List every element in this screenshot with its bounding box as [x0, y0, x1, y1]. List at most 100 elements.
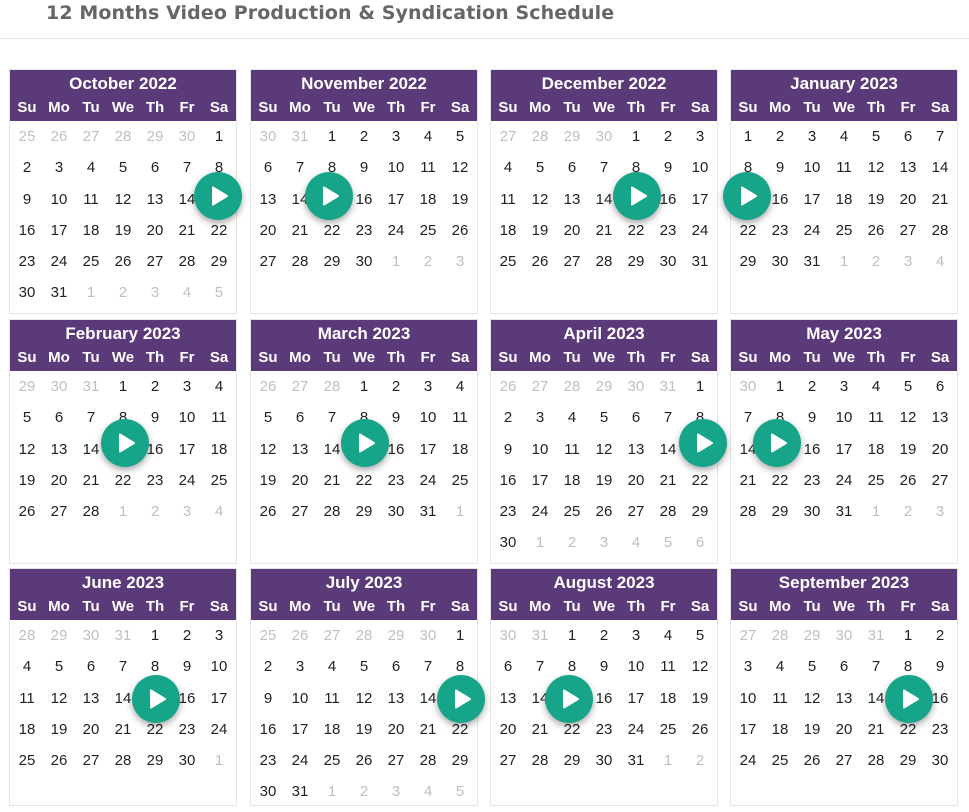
- day-cell: 31: [627, 752, 645, 770]
- day-cell: 5: [535, 159, 545, 177]
- weekday-label: Fr: [900, 99, 916, 116]
- week-row: 3 4 5 6 7 8 9: [732, 651, 956, 682]
- day-cell: 27: [627, 503, 645, 521]
- weekday-header-row: Su Mo Tu We Th Fr Sa: [491, 595, 717, 620]
- day-cell: 14: [419, 689, 437, 707]
- week-row: 22 23 24 25 26 27 28: [732, 215, 956, 246]
- weekday-label: Mo: [48, 349, 70, 366]
- day-cell: 17: [291, 720, 309, 738]
- day-cell: 18: [18, 720, 36, 738]
- month-days: 2728293012345678910111213141516171819202…: [491, 121, 717, 281]
- day-cell: 6: [263, 159, 273, 177]
- day-cell: 4: [663, 627, 673, 644]
- weekday-label: We: [592, 598, 616, 615]
- day-cell: 22: [899, 720, 917, 738]
- week-row: 5 6 7 8 9 10 11: [252, 402, 476, 433]
- day-cell: 5: [871, 128, 881, 145]
- adjacent-month-day: 2: [903, 503, 913, 521]
- day-cell: 21: [931, 190, 949, 208]
- day-cell: 12: [18, 440, 36, 458]
- day-cell: 28: [659, 503, 677, 521]
- day-cell: 28: [178, 253, 196, 271]
- day-cell: 2: [775, 128, 785, 145]
- week-row: 26 27 28 1 2 3 4: [252, 371, 476, 402]
- adjacent-month-day: 28: [323, 378, 341, 395]
- day-cell: 29: [739, 253, 757, 271]
- week-row: 19 20 21 22 23 24 25: [11, 465, 235, 496]
- weekday-label: Su: [258, 349, 278, 366]
- day-cell: 30: [771, 253, 789, 271]
- adjacent-month-day: 2: [567, 534, 577, 552]
- play-video-button[interactable]: [753, 419, 801, 467]
- adjacent-month-day: 2: [150, 503, 160, 521]
- day-cell: 9: [935, 658, 945, 676]
- day-cell: 13: [82, 689, 100, 707]
- week-row: 24 25 26 27 28 29 30: [732, 745, 956, 776]
- adjacent-month-day: 1: [871, 503, 881, 521]
- weekday-label: Tu: [563, 349, 581, 366]
- month-days: 2829303112345678910111213141516171819202…: [10, 620, 236, 780]
- day-cell: 10: [178, 409, 196, 427]
- day-cell: 1: [359, 378, 369, 395]
- weekday-label: Sa: [930, 99, 950, 116]
- adjacent-month-day: 28: [18, 627, 36, 644]
- day-cell: 4: [423, 128, 433, 145]
- weekday-label: Mo: [289, 598, 311, 615]
- day-cell: 22: [114, 471, 132, 489]
- day-cell: 13: [563, 190, 581, 208]
- month-days: 1234567891011121314151617181920212223242…: [731, 121, 957, 281]
- day-cell: 4: [871, 378, 881, 395]
- play-video-button[interactable]: [194, 172, 242, 220]
- adjacent-month-day: 28: [531, 128, 549, 145]
- day-cell: 4: [839, 128, 849, 145]
- day-cell: 9: [359, 159, 369, 177]
- day-cell: 19: [691, 689, 709, 707]
- day-cell: 5: [359, 658, 369, 676]
- day-cell: 23: [499, 503, 517, 521]
- play-video-button[interactable]: [613, 172, 661, 220]
- play-icon: [359, 433, 375, 453]
- day-cell: 31: [50, 284, 68, 302]
- month-calendar: August 2023 Su Mo Tu We Th Fr Sa 30 31 1 2 3 4 5 6 7 8 9 10…: [490, 568, 718, 806]
- month-days: 2526272829301234567891011121314151617181…: [10, 121, 236, 313]
- play-video-button[interactable]: [101, 419, 149, 467]
- day-cell: 3: [743, 658, 753, 676]
- day-cell: 27: [146, 253, 164, 271]
- day-cell: 8: [695, 409, 705, 427]
- day-cell: 8: [455, 658, 465, 676]
- adjacent-month-day: 5: [663, 534, 673, 552]
- play-video-button[interactable]: [885, 675, 933, 723]
- title-divider: [0, 38, 969, 39]
- play-video-button[interactable]: [723, 172, 771, 220]
- day-cell: 10: [387, 159, 405, 177]
- adjacent-month-day: 6: [695, 534, 705, 552]
- day-cell: 20: [835, 720, 853, 738]
- day-cell: 10: [739, 689, 757, 707]
- play-video-button[interactable]: [341, 419, 389, 467]
- day-cell: 30: [659, 253, 677, 271]
- day-cell: 10: [531, 440, 549, 458]
- play-video-button[interactable]: [679, 419, 727, 467]
- week-row: 18 19 20 21 22 23 24: [11, 714, 235, 745]
- day-cell: 18: [451, 440, 469, 458]
- day-cell: 22: [210, 221, 228, 239]
- day-cell: 5: [263, 409, 273, 427]
- day-cell: 11: [83, 190, 99, 208]
- week-row: 20 21 22 23 24 25 26: [492, 714, 716, 745]
- day-cell: 19: [355, 720, 373, 738]
- weekday-label: We: [352, 598, 376, 615]
- play-video-button[interactable]: [305, 172, 353, 220]
- adjacent-month-day: 3: [935, 503, 945, 521]
- play-video-button[interactable]: [437, 675, 485, 723]
- play-video-button[interactable]: [545, 675, 593, 723]
- day-cell: 24: [210, 720, 228, 738]
- play-video-button[interactable]: [132, 675, 180, 723]
- day-cell: 21: [291, 221, 309, 239]
- day-cell: 25: [419, 221, 437, 239]
- month-title: February 2023: [10, 320, 236, 346]
- day-cell: 13: [146, 190, 164, 208]
- day-cell: 22: [146, 720, 164, 738]
- day-cell: 14: [659, 440, 677, 458]
- day-cell: 7: [327, 409, 337, 427]
- weekday-label: Th: [145, 99, 165, 116]
